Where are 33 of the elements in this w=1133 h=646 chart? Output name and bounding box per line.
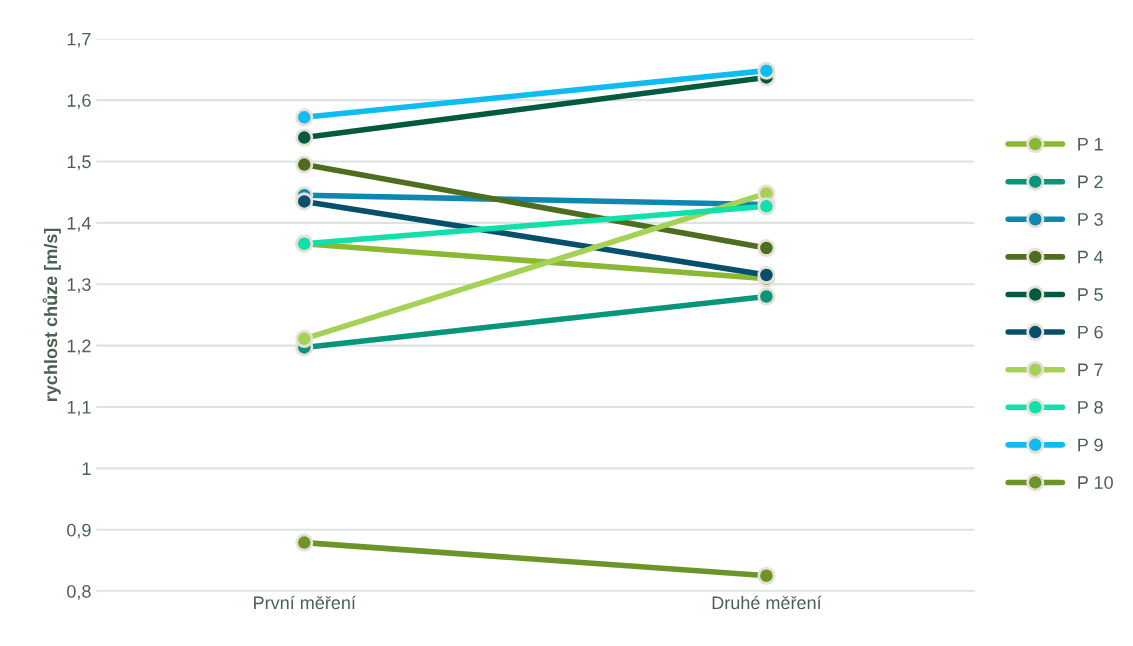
- legend-label: P 8: [1078, 400, 1103, 414]
- point: [295, 128, 314, 147]
- y-tick-label: 1,3: [67, 278, 91, 294]
- legend-label: P 4: [1078, 250, 1104, 264]
- legend-label: P 3: [1078, 213, 1103, 226]
- y-tick-label: 0,8: [67, 585, 91, 600]
- point: [295, 155, 314, 174]
- y-tick-label: 1,5: [67, 155, 91, 171]
- point: [757, 287, 776, 306]
- y-tick-label: 1,1: [67, 401, 91, 416]
- point: [295, 192, 314, 211]
- point: [757, 566, 776, 585]
- y-tick-label: 0,9: [67, 523, 91, 539]
- point: [757, 61, 776, 80]
- legend-label: P 1: [1078, 137, 1103, 151]
- legend-label: P 10: [1078, 476, 1113, 489]
- y-tick-label: 1,6: [67, 94, 91, 109]
- legend-label: P 2: [1078, 175, 1103, 189]
- legend-label: P 6: [1078, 325, 1103, 339]
- y-tick-label: 1: [82, 462, 91, 475]
- y-tick-label: 1,2: [67, 339, 91, 355]
- point: [295, 533, 314, 552]
- x-tick-label: První měření: [254, 595, 356, 610]
- point: [757, 239, 776, 258]
- y-axis-title: rychlost chůze [m/s]: [42, 228, 61, 402]
- legend-label: P 7: [1078, 363, 1103, 376]
- legend-label: P 9: [1078, 438, 1103, 452]
- y-tick-label: 1,4: [67, 216, 91, 232]
- point: [295, 329, 314, 348]
- x-tick-label: Druhé měření: [712, 595, 822, 610]
- legend-label: P 5: [1078, 288, 1103, 301]
- y-tick-label: 1,7: [67, 32, 91, 48]
- point: [295, 108, 314, 127]
